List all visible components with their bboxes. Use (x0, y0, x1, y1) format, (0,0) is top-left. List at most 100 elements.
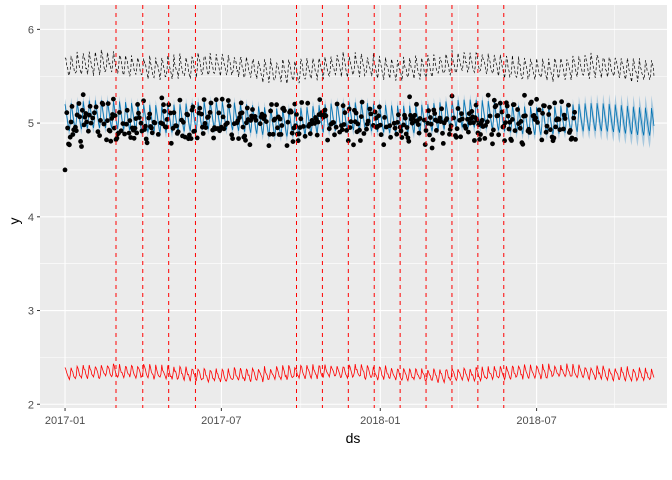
observed-point (417, 116, 423, 121)
observed-point (503, 120, 508, 125)
observed-point (302, 133, 308, 139)
observed-point (131, 135, 137, 141)
observed-point (440, 130, 445, 136)
observed-point (171, 110, 177, 116)
x-tick-label: 2017-01 (45, 415, 85, 427)
observed-point (344, 127, 349, 133)
observed-point (548, 127, 553, 133)
observed-point (274, 102, 279, 108)
observed-point (489, 132, 495, 137)
observed-point (225, 120, 230, 126)
observed-point (90, 115, 96, 121)
minor-grid (40, 5, 667, 408)
observed-point (220, 114, 226, 120)
observed-point (239, 110, 245, 116)
observed-point (440, 141, 446, 146)
observed-point (238, 100, 244, 106)
observed-point (87, 103, 93, 109)
observed-point (159, 95, 165, 101)
observed-point (334, 101, 340, 107)
observed-point (459, 116, 465, 122)
observed-point (111, 96, 116, 102)
observed-point (229, 132, 235, 138)
observed-point (556, 117, 562, 122)
observed-point (455, 106, 461, 111)
observed-point (544, 123, 550, 129)
observed-point (267, 131, 273, 137)
observed-point (143, 136, 149, 142)
observed-point (520, 141, 526, 147)
observed-point (527, 130, 533, 135)
observed-point (216, 110, 222, 116)
y-tick-label: 6 (28, 24, 34, 36)
observed-point (447, 131, 452, 137)
observed-point (307, 131, 313, 137)
observed-point (62, 167, 68, 173)
observed-point (194, 135, 200, 141)
observed-point (340, 103, 346, 109)
observed-point (155, 132, 161, 137)
observed-point (202, 121, 208, 126)
observed-point (122, 131, 127, 137)
observed-point (422, 142, 428, 148)
x-axis-title: ds (346, 430, 361, 446)
observed-point (70, 132, 76, 137)
observed-point (485, 92, 491, 98)
observed-point (477, 137, 482, 142)
observed-point (112, 113, 118, 119)
observed-point (345, 138, 351, 144)
observed-point (269, 102, 274, 107)
x-tick-label: 2018-07 (516, 415, 556, 427)
observed-point (459, 111, 464, 117)
observed-point (543, 129, 549, 135)
observed-point (392, 125, 398, 131)
observed-point (523, 113, 528, 119)
x-tick-label: 2017-07 (201, 415, 241, 427)
upper-bound-line (64, 49, 655, 84)
observed-point (402, 115, 408, 121)
observed-point (332, 132, 337, 138)
observed-point (471, 120, 476, 126)
observed-point (290, 139, 296, 145)
observed-point (346, 106, 352, 112)
observed-point (134, 130, 140, 136)
observed-point (294, 112, 299, 117)
observed-point (540, 110, 545, 116)
observed-point (551, 135, 557, 141)
observed-point (288, 109, 294, 115)
observed-point (428, 121, 434, 127)
lower-series-layer (64, 363, 655, 385)
observed-point (377, 122, 383, 128)
major-grid (40, 5, 667, 408)
observed-point (69, 104, 75, 109)
observed-point (325, 137, 330, 143)
observed-point (315, 119, 321, 125)
observed-point (487, 113, 493, 119)
observed-point (444, 116, 450, 122)
observed-point (483, 123, 488, 128)
observed-point (93, 104, 99, 110)
observed-point (109, 116, 115, 121)
observed-point (415, 122, 421, 127)
observed-point (117, 110, 122, 115)
observed-point (341, 122, 347, 127)
observed-point (490, 141, 495, 147)
observed-point (80, 92, 86, 98)
observed-point (252, 114, 258, 119)
observed-point (326, 126, 332, 132)
observed-point (573, 137, 578, 142)
observed-point (505, 113, 511, 119)
observed-point (567, 127, 573, 133)
observed-point (296, 131, 302, 137)
observed-point (429, 145, 435, 151)
observed-point (351, 142, 356, 148)
observed-point (451, 115, 457, 121)
observed-point (381, 142, 387, 148)
observed-point (253, 117, 259, 123)
observed-point (448, 123, 454, 129)
observed-point (136, 110, 141, 116)
observed-point (368, 111, 374, 117)
observed-point (506, 126, 512, 132)
observed-point (250, 107, 255, 112)
observed-point (407, 94, 412, 100)
